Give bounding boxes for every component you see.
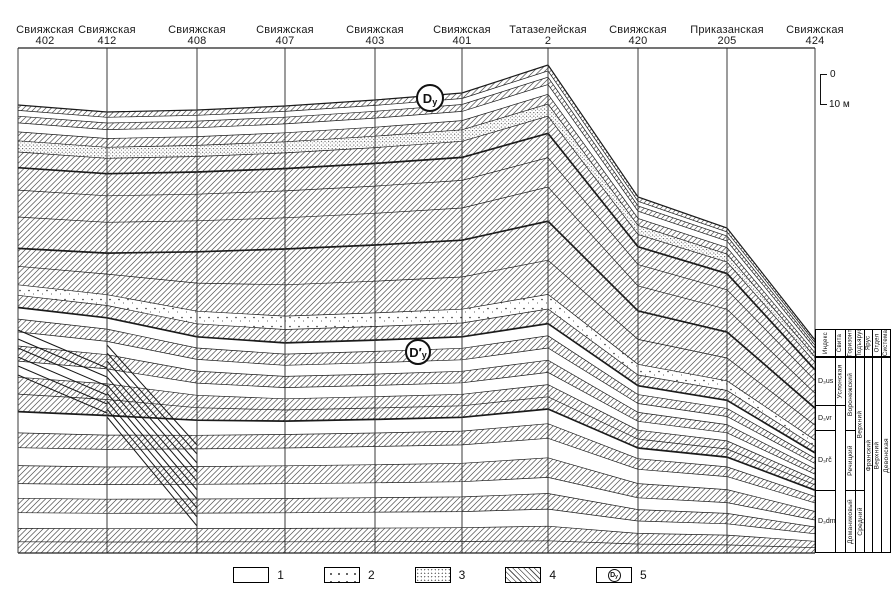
well-label-402: Свияжская 402 <box>0 24 110 47</box>
legend-swatch-hatch <box>505 567 542 583</box>
strat-header-col6: Система <box>881 329 891 357</box>
strat-index-cell: D₃dm <box>815 490 836 553</box>
well-number: 401 <box>452 35 472 47</box>
well-label-424: Свияжская 424 <box>750 24 880 47</box>
well-name: Свияжская <box>16 24 74 36</box>
strat-cell-label: Девонская <box>882 437 890 473</box>
legend-item-number: 3 <box>458 568 466 582</box>
well-name: Свияжская <box>168 24 226 36</box>
marker-dy-prime-sub: y <box>421 350 427 360</box>
well-number: 205 <box>717 35 737 47</box>
strat-index-cell: D₃vr <box>815 405 836 431</box>
wells-and-frame-lines <box>17 47 816 554</box>
legend-marker-sub: y <box>615 573 618 580</box>
scale-bar-line <box>820 74 821 104</box>
well-label-412: Свияжская 412 <box>42 24 172 47</box>
well-label-420: Свияжская 420 <box>573 24 703 47</box>
strat-cell-label: Средний <box>856 507 864 536</box>
legend-swatch-dots-sparse <box>323 567 360 583</box>
strat-header-label: Отдел <box>874 333 881 353</box>
strat-cell: Девонская <box>881 357 891 553</box>
strat-index-label: D₃vr <box>818 414 832 422</box>
strat-cell-label: Доманиковый <box>847 499 855 544</box>
well-name: Свияжская <box>346 24 404 36</box>
well-label-408: Свияжская 408 <box>132 24 262 47</box>
marker-dy-main: D <box>422 90 433 106</box>
legend-swatch-dots-dense <box>414 567 451 583</box>
well-name: Свияжская <box>78 24 136 36</box>
well-name: Свияжская <box>433 24 491 36</box>
strat-cell-label: Речицкий <box>847 445 855 476</box>
legend-swatch-blank <box>233 567 270 583</box>
scale-ten-m-label: 10 м <box>829 99 850 110</box>
strat-index-label: D₃rč <box>818 457 832 464</box>
marker-dy-prime-main: D′ <box>409 344 422 360</box>
legend-marker-main: D <box>610 571 616 579</box>
strat-header-label: Горизонт <box>847 329 854 357</box>
scale-zero-label: 0 <box>830 69 836 80</box>
legend-item-2: 2 <box>323 567 375 583</box>
layer-bands <box>18 65 815 553</box>
strat-cell-label: Верхний <box>856 410 864 438</box>
well-number: 402 <box>35 35 55 47</box>
strat-cell-label: Верхний <box>873 441 881 469</box>
well-label-401: Свияжская 401 <box>397 24 527 47</box>
well-name: Татазелейская <box>509 24 587 36</box>
marker-dy-prime: D′ y <box>405 339 431 365</box>
well-label-205: Приказанская 205 <box>662 24 792 47</box>
well-name: Свияжская <box>609 24 667 36</box>
legend-item-number: 2 <box>367 568 375 582</box>
steep-dip-fan-lines <box>17 329 198 527</box>
legend-item-4: 4 <box>505 567 556 583</box>
strat-cell-label: Услонская <box>837 364 844 399</box>
well-number: 2 <box>544 35 552 47</box>
strat-cell-label: Воронежский <box>847 372 855 416</box>
strat-index-label: D₃dm <box>818 518 836 525</box>
well-number: 424 <box>805 35 825 47</box>
scale-bar-tick-bottom <box>820 104 827 105</box>
strat-header-label: Ярус <box>865 335 872 351</box>
legend-item-number: 4 <box>549 568 557 582</box>
well-number: 412 <box>97 35 117 47</box>
strat-header-label: Свита <box>837 333 844 353</box>
strat-header-label: Подъярус <box>857 329 863 357</box>
strat-index-label: D₃us <box>818 378 834 385</box>
well-number: 420 <box>628 35 648 47</box>
legend-item-number: 1 <box>277 568 284 582</box>
legend-item-number: 5 <box>640 568 647 582</box>
well-name: Свияжская <box>786 24 844 36</box>
scale-bar-tick-top <box>820 74 827 75</box>
well-label-2: Татазелейская 2 <box>483 24 613 47</box>
well-number: 407 <box>275 35 295 47</box>
well-label-403: Свияжская 403 <box>310 24 440 47</box>
well-label-407: Свияжская 407 <box>220 24 350 47</box>
strat-header-col0: Индекс <box>815 329 836 357</box>
strat-cell-label: Франский <box>865 439 872 471</box>
legend-item-3: 3 <box>414 567 466 583</box>
strat-index-cell: D₃rč <box>815 430 836 491</box>
scale-bar: 0 10 м <box>820 69 860 110</box>
well-number: 408 <box>187 35 207 47</box>
strat-index-cell: D₃us <box>815 357 836 406</box>
well-name: Свияжская <box>256 24 314 36</box>
well-number: 403 <box>365 35 385 47</box>
strat-header-label: Индекс <box>822 332 829 354</box>
marker-dy-sub: y <box>432 97 438 107</box>
legend-item-1: 1 <box>233 567 284 583</box>
well-name: Приказанская <box>690 24 764 36</box>
strat-header-label: Система <box>883 329 890 357</box>
